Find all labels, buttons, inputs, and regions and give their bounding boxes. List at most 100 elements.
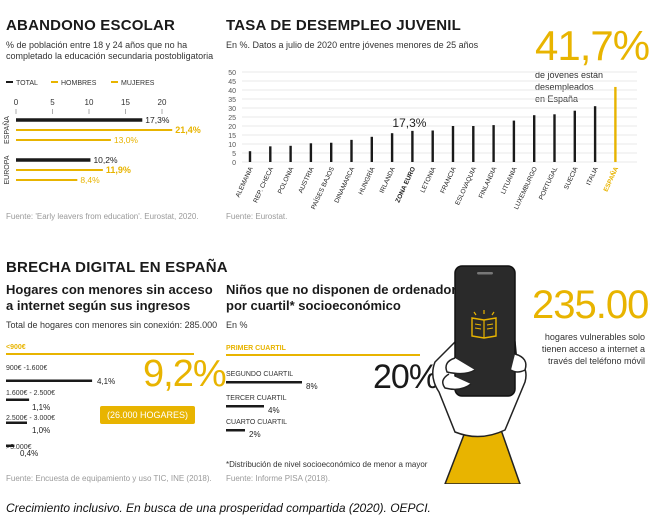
y-tick-label: 30: [228, 106, 236, 113]
category-label: ESPAÑA: [2, 116, 11, 144]
bar-value-label: 11,9%: [106, 165, 131, 175]
y-tick-label: 5: [232, 151, 236, 158]
abandono-chart: TOTAL HOMBRES MUJERES 0 5 10 15 20 17,3% 21,4% 13,…: [2, 80, 201, 185]
movil-text: hogares vulnerables solo tienen acceso a…: [520, 331, 645, 367]
movil-text-line2: tienen acceso a internet a: [541, 344, 645, 354]
movil-text-line3: través del teléfono móvil: [547, 356, 645, 366]
bar-italia: [593, 106, 597, 162]
x-category-label: FINLANDIA: [478, 165, 499, 199]
income-bar-2: [6, 398, 30, 401]
brecha-heading-line1: Hogares con menores sin acceso: [6, 282, 213, 297]
income-value-label-2: 1,1%: [32, 403, 50, 412]
income-value-label-4: 0,4%: [20, 449, 38, 458]
x-category-label: ESPAÑA: [601, 165, 621, 193]
bar-hungría: [370, 136, 373, 162]
x-category-label: AUSTRIA: [297, 165, 316, 194]
x-category-label: ESLOVAQUIA: [454, 165, 478, 206]
quartile-bar-1: [226, 381, 302, 384]
phone-speaker: [477, 272, 493, 275]
income-label-2: 1.600€ - 2.500€: [6, 390, 55, 397]
legend-label-0: TOTAL: [16, 80, 38, 87]
tasa-subtitle: En %. Datos a julio de 2020 entre jóvene…: [226, 40, 479, 50]
finger-shape-2: [442, 373, 472, 391]
bar-value-label: 8,4%: [80, 175, 100, 185]
income-label-0: <900€: [6, 344, 26, 351]
book-icon: [471, 310, 497, 339]
bar-dinamarca: [350, 139, 353, 162]
x-category-label: FRANCIA: [439, 165, 458, 194]
quartile-value-label-3: 2%: [249, 430, 261, 439]
figure-caption: Crecimiento inclusivo. En busca de una p…: [6, 501, 431, 515]
bar-zona-euro: [411, 130, 414, 162]
category-label: EUROPA: [4, 155, 11, 184]
quartile-label-0: PRIMER CUARTIL: [226, 345, 287, 352]
movil-big-value: 235.000: [532, 283, 650, 327]
y-tick-label: 35: [228, 97, 236, 104]
legend-label-1: HOMBRES: [61, 80, 97, 87]
zona-euro-value-label: 17,3%: [392, 116, 426, 130]
bar-portugal: [553, 114, 556, 162]
bar-españa-total: [16, 118, 143, 122]
income-bar-1: [6, 379, 93, 382]
bar-polonia: [289, 145, 292, 162]
abandono-subtitle: % de población entre 18 y 24 años que no…: [6, 40, 213, 62]
income-label-1: 900€ -1.600€: [6, 365, 47, 372]
x-category-label: IRLANDA: [379, 165, 398, 194]
caption-rest: (2020). OEPCI.: [345, 501, 431, 515]
bar-países-bajos: [330, 142, 333, 162]
bar-españa-hombres: [16, 129, 173, 131]
legend-label-2: MUJERES: [121, 80, 155, 87]
y-tick-label: 20: [228, 124, 236, 131]
income-bar-0: [6, 353, 194, 355]
bar-austria: [309, 143, 313, 162]
x-category-label: SUECIA: [563, 165, 580, 190]
brecha-badge: (26.000 HOGARES): [100, 406, 195, 424]
quartile-label-2: TERCER CUARTIL: [226, 395, 287, 402]
bar-eslovaquia: [472, 126, 475, 162]
bar-españa: [614, 86, 617, 162]
brecha-chart: <900€ 900€ -1.600€ 4,1% 1.600€ - 2.500€ 1,1%…: [6, 344, 194, 458]
income-label-3: 2.500€ - 3.000€: [6, 415, 55, 422]
bar-rep-checa: [269, 146, 272, 162]
income-label-4: >3.000€: [6, 444, 32, 451]
abandono-title: ABANDONO ESCOLAR: [6, 17, 176, 34]
x-category-label: LUXEMBURGO: [513, 166, 539, 211]
bar-suecia: [573, 110, 576, 162]
quartile-bar-3: [226, 429, 245, 432]
x-tick-label: 5: [50, 98, 55, 107]
bar-europa-hombres: [16, 169, 103, 171]
x-category-label: LETONIA: [419, 165, 437, 194]
x-category-label: REP. CHECA: [252, 165, 275, 204]
bar-value-label: 21,4%: [175, 125, 201, 135]
brecha-heading-line2: a internet según sus ingresos: [6, 298, 191, 313]
y-tick-label: 10: [228, 142, 236, 149]
x-category-label: PORTUGAL: [538, 166, 560, 202]
y-tick-label: 15: [228, 133, 236, 140]
x-category-label: ITALIA: [585, 165, 600, 186]
quartile-bar-0: [226, 354, 420, 356]
y-tick-label: 45: [228, 79, 236, 86]
x-category-label: ZONA EURO: [394, 166, 417, 204]
bar-europa-total: [16, 158, 91, 162]
brecha-heading: Hogares con menores sin acceso a interne…: [6, 282, 213, 314]
y-tick-label: 0: [232, 160, 236, 167]
income-bar-4: [6, 444, 15, 447]
bar-europa-mujeres: [16, 179, 78, 181]
brecha-title: BRECHA DIGITAL EN ESPAÑA: [6, 259, 228, 276]
income-bar-3: [6, 421, 27, 424]
bar-españa-mujeres: [16, 139, 111, 141]
income-value-label-1: 4,1%: [97, 377, 115, 386]
x-category-label: POLONIA: [277, 165, 296, 195]
hand-phone-illustration: [432, 265, 527, 484]
abandono-source: Fuente: 'Early leavers from education'. …: [6, 212, 199, 221]
ordenador-source: Fuente: Informe PISA (2018).: [226, 474, 331, 483]
x-category-label: DINAMARCA: [333, 165, 356, 204]
ordenador-unit: En %: [226, 320, 248, 330]
ordenador-heading: Niños que no disponen de ordenador por c…: [226, 282, 456, 314]
brecha-big-value: 9,2%: [143, 353, 227, 395]
ordenador-big-value: 20%: [373, 358, 439, 396]
bar-irlanda: [390, 133, 394, 162]
ordenador-chart: PRIMER CUARTIL SEGUNDO CUARTIL 8% TERCER CU…: [226, 345, 420, 439]
movil-text-line1: hogares vulnerables solo: [544, 332, 645, 342]
y-tick-label: 50: [228, 70, 236, 77]
